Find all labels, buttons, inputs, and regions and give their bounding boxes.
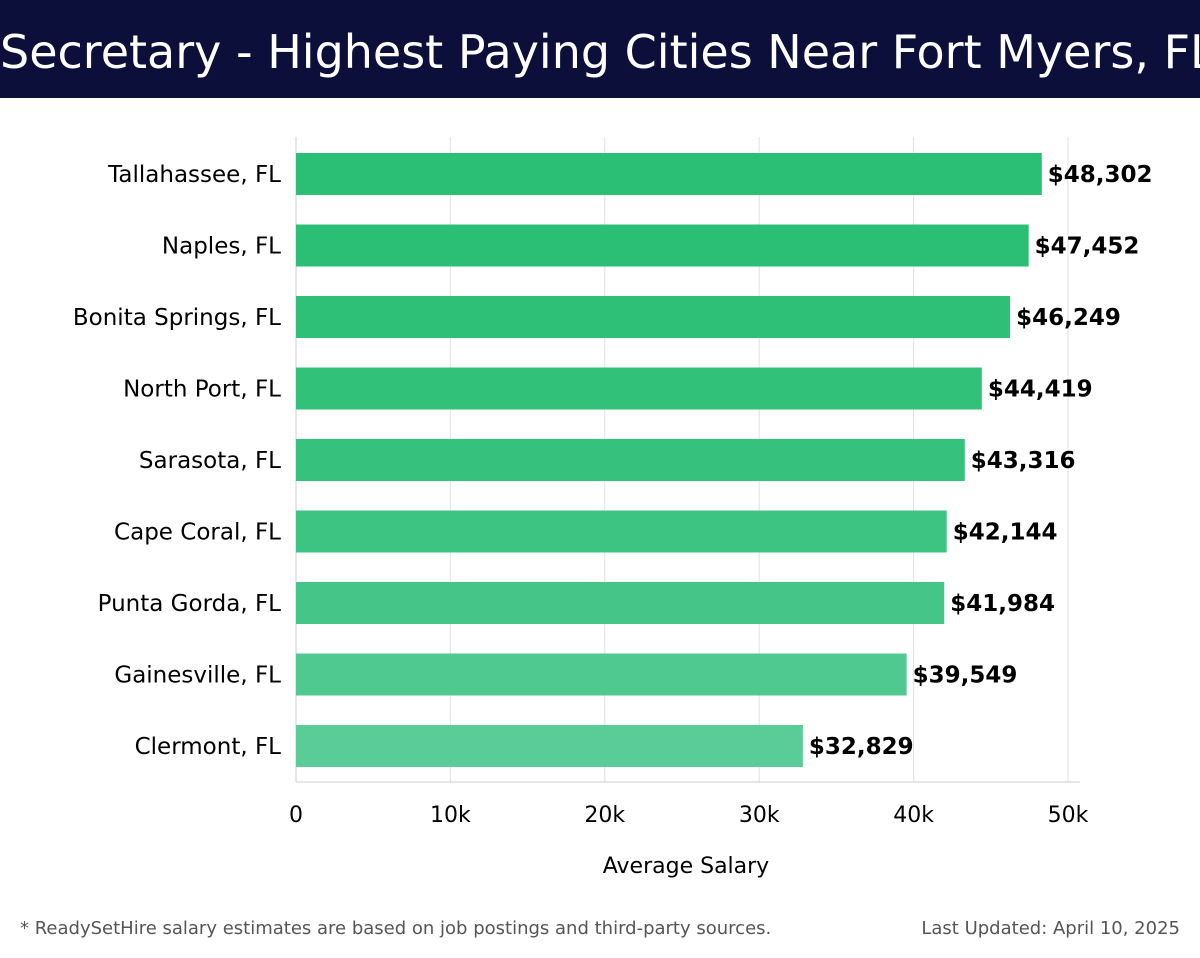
value-label: $47,452 <box>1035 234 1140 260</box>
bar <box>296 725 803 767</box>
category-label: Tallahassee, FL <box>107 162 281 188</box>
chart-title: Secretary - Highest Paying Cities Near F… <box>0 25 1200 79</box>
bar <box>296 439 965 481</box>
footnote: * ReadySetHire salary estimates are base… <box>20 918 772 939</box>
category-label: Gainesville, FL <box>114 663 281 689</box>
bar <box>296 367 982 410</box>
category-label: Sarasota, FL <box>139 448 281 474</box>
value-label: $42,144 <box>953 520 1058 546</box>
bar <box>296 653 907 696</box>
bar <box>296 582 945 624</box>
value-label: $48,302 <box>1048 162 1153 188</box>
title-banner: Secretary - Highest Paying Cities Near F… <box>0 0 1200 98</box>
category-label: Naples, FL <box>162 234 281 260</box>
value-label: $46,249 <box>1016 305 1121 331</box>
x-tick-label: 30k <box>739 803 780 828</box>
value-label: $43,316 <box>971 448 1076 474</box>
x-tick-label: 0 <box>289 803 303 828</box>
value-label: $32,829 <box>809 734 914 760</box>
x-tick-label: 20k <box>584 803 625 828</box>
x-axis-label: Average Salary <box>603 854 769 879</box>
last-updated: Last Updated: April 10, 2025 <box>921 918 1180 939</box>
bar <box>296 224 1029 267</box>
value-label: $41,984 <box>950 591 1055 617</box>
bar <box>296 510 947 553</box>
category-label: Cape Coral, FL <box>114 520 281 546</box>
category-label: Punta Gorda, FL <box>98 591 282 617</box>
category-label: Bonita Springs, FL <box>73 305 281 331</box>
value-label: $44,419 <box>988 377 1093 403</box>
x-tick-label: 40k <box>893 803 934 828</box>
bar <box>296 296 1011 338</box>
x-tick-label: 10k <box>430 803 471 828</box>
category-label: North Port, FL <box>123 377 281 403</box>
bar <box>296 153 1042 195</box>
category-label: Clermont, FL <box>135 734 282 760</box>
value-label: $39,549 <box>913 663 1018 689</box>
x-tick-label: 50k <box>1048 803 1089 828</box>
